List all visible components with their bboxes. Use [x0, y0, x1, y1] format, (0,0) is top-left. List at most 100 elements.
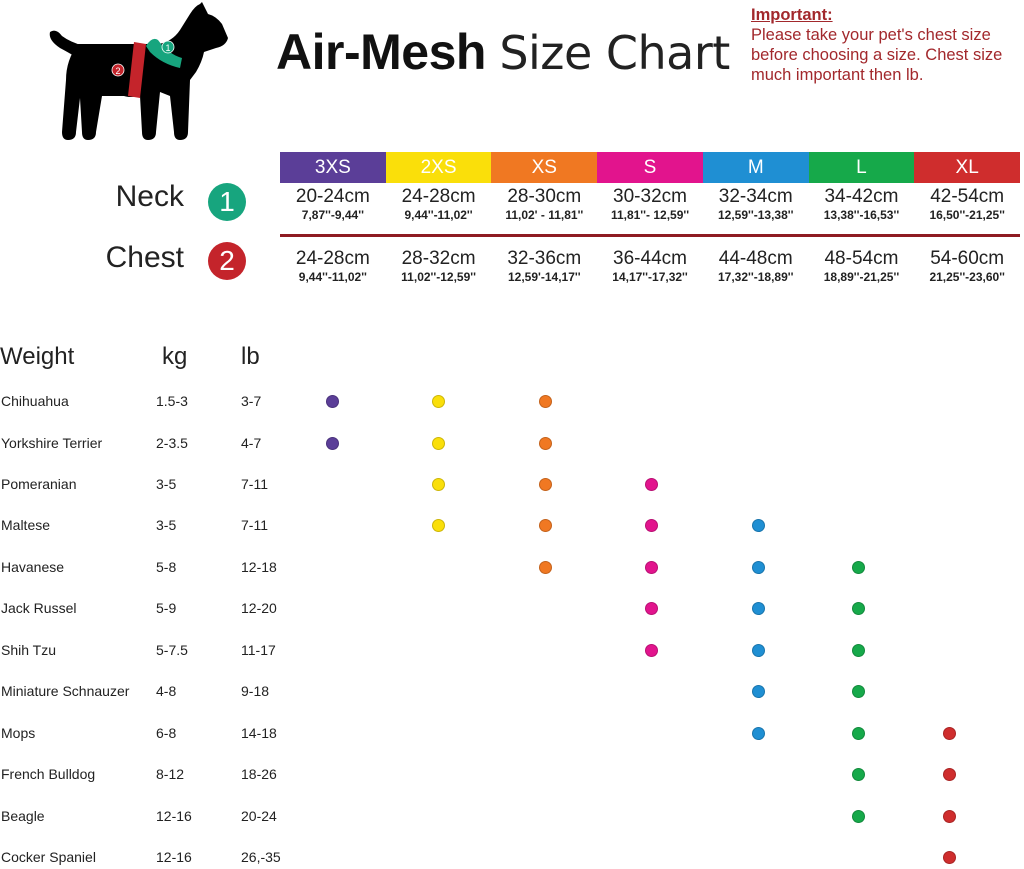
- size-header-bar: 3XS 2XS XS S M L XL: [280, 152, 1021, 183]
- chest-cm-value: 36-44cm: [613, 248, 687, 269]
- size-header-xs: XS: [491, 152, 598, 183]
- chest-measurements-row: 24-28cm 9,44''-11,02'' 28-32cm 11,02''-12,5…: [280, 248, 1020, 284]
- svg-text:1: 1: [165, 43, 170, 53]
- neck-cm-value: 20-24cm: [295, 186, 370, 207]
- neck-cell-s: 30-32cm 11,81''- 12,59'': [597, 186, 703, 222]
- row-divider: [280, 234, 1020, 237]
- neck-badge-icon: 1: [208, 183, 246, 221]
- neck-inch-value: 11,02' - 11,81'': [505, 208, 584, 222]
- breed-kg: 5-8: [156, 559, 177, 575]
- title-subtitle: Size Chart: [499, 26, 730, 80]
- breed-name: French Bulldog: [1, 766, 96, 782]
- page-title: Air-Mesh Size Chart: [276, 22, 730, 83]
- size-dot-xl-icon: [943, 851, 956, 864]
- size-dot-m-icon: [752, 519, 765, 532]
- table-row: Maltese 3-5 7-11: [0, 517, 1024, 537]
- dog-illustration: 1 2: [49, 2, 228, 140]
- chest-cm-value: 48-54cm: [824, 248, 899, 269]
- size-header-l: L: [808, 152, 915, 183]
- breed-kg: 3-5: [156, 476, 177, 492]
- size-dot-m-icon: [752, 602, 765, 615]
- size-dot-l-icon: [852, 685, 865, 698]
- size-dot-xs-icon: [539, 478, 552, 491]
- neck-cm-value: 34-42cm: [824, 186, 899, 207]
- neck-inch-value: 13,38''-16,53'': [823, 208, 900, 222]
- chest-cell-xs: 32-36cm 12,59'-14,17'': [491, 248, 597, 284]
- chest-cell-m: 44-48cm 17,32''-18,89'': [703, 248, 809, 284]
- chest-inch-value: 11,02''-12,59'': [401, 270, 476, 284]
- breed-lb: 7-11: [241, 517, 268, 533]
- breed-name: Shih Tzu: [1, 642, 56, 658]
- neck-inch-value: 9,44''-11,02'': [404, 208, 473, 222]
- chest-inch-value: 14,17''-17,32'': [612, 270, 688, 284]
- breed-lb: 9-18: [241, 683, 270, 699]
- size-dot-xl-icon: [943, 768, 956, 781]
- table-row: Beagle 12-16 20-24: [0, 808, 1024, 828]
- chest-inch-value: 18,89''-21,25'': [823, 270, 900, 284]
- breed-kg: 6-8: [156, 725, 177, 741]
- size-dot-xs-icon: [539, 561, 552, 574]
- chest-cell-s: 36-44cm 14,17''-17,32'': [597, 248, 703, 284]
- size-header-s: S: [597, 152, 703, 183]
- breed-kg: 1.5-3: [156, 393, 188, 409]
- size-dot-xl-icon: [943, 810, 956, 823]
- size-dot-l-icon: [852, 810, 865, 823]
- breed-kg: 5-9: [156, 600, 177, 616]
- chest-inch-value: 9,44''-11,02'': [298, 270, 367, 284]
- size-dot-l-icon: [852, 561, 865, 574]
- size-dot-m-icon: [752, 685, 765, 698]
- neck-cell-m: 32-34cm 12,59''-13,38'': [703, 186, 809, 222]
- table-row: Mops 6-8 14-18: [0, 725, 1024, 745]
- chest-cm-value: 24-28cm: [295, 248, 370, 269]
- size-dot-l-icon: [852, 602, 865, 615]
- neck-inch-value: 12,59''-13,38'': [718, 208, 794, 222]
- weight-column-header: Weight: [0, 343, 75, 370]
- lb-column-header: lb: [241, 343, 260, 370]
- neck-cell-l: 34-42cm 13,38''-16,53'': [809, 186, 915, 222]
- size-dot-2xs-icon: [432, 478, 445, 491]
- table-row: Miniature Schnauzer 4-8 9-18: [0, 683, 1024, 703]
- size-dot-s-icon: [645, 644, 658, 657]
- breed-lb: 12-20: [241, 600, 277, 616]
- table-row: Shih Tzu 5-7.5 11-17: [0, 642, 1024, 662]
- neck-measurements-row: 20-24cm 7,87''-9,44'' 24-28cm 9,44''-11,02'…: [280, 186, 1020, 222]
- neck-cm-value: 30-32cm: [613, 186, 687, 207]
- breed-lb: 26,-35: [241, 849, 281, 865]
- breed-kg: 3-5: [156, 517, 177, 533]
- neck-inch-value: 16,50''-21,25'': [929, 208, 1005, 222]
- neck-cell-xl: 42-54cm 16,50''-21,25'': [914, 186, 1020, 222]
- neck-inch-value: 11,81''- 12,59'': [610, 208, 690, 222]
- size-header-m: M: [702, 152, 809, 183]
- table-row: French Bulldog 8-12 18-26: [0, 766, 1024, 786]
- breed-lb: 3-7: [241, 393, 262, 409]
- chest-badge-icon: 2: [208, 242, 246, 280]
- neck-label: Neck: [115, 180, 184, 213]
- table-row: Chihuahua 1.5-3 3-7: [0, 393, 1024, 413]
- breed-name: Yorkshire Terrier: [1, 435, 103, 451]
- chest-cm-value: 54-60cm: [930, 248, 1005, 269]
- breed-kg: 2-3.5: [156, 435, 188, 451]
- neck-cell-2xs: 24-28cm 9,44''-11,02'': [386, 186, 492, 222]
- size-dot-2xs-icon: [432, 437, 445, 450]
- size-dot-s-icon: [645, 478, 658, 491]
- size-header-3xs: 3XS: [280, 152, 386, 183]
- size-dot-xs-icon: [539, 519, 552, 532]
- size-dot-s-icon: [645, 561, 658, 574]
- breed-name: Mops: [1, 725, 36, 741]
- breed-kg: 4-8: [156, 683, 177, 699]
- breed-name: Chihuahua: [1, 393, 69, 409]
- chest-inch-value: 17,32''-18,89'': [718, 270, 794, 284]
- kg-column-header: kg: [162, 343, 188, 370]
- size-dot-3xs-icon: [326, 437, 339, 450]
- chest-cell-3xs: 24-28cm 9,44''-11,02'': [280, 248, 386, 284]
- size-dot-m-icon: [752, 561, 765, 574]
- size-dot-2xs-icon: [432, 395, 445, 408]
- breed-lb: 18-26: [241, 766, 277, 782]
- chest-cm-value: 32-36cm: [507, 248, 582, 269]
- table-row: Jack Russel 5-9 12-20: [0, 600, 1024, 620]
- size-header-xl: XL: [914, 152, 1021, 183]
- chest-label: Chest: [105, 241, 184, 274]
- breed-kg: 12-16: [156, 808, 192, 824]
- breed-lb: 20-24: [241, 808, 277, 824]
- neck-cell-3xs: 20-24cm 7,87''-9,44'': [280, 186, 386, 222]
